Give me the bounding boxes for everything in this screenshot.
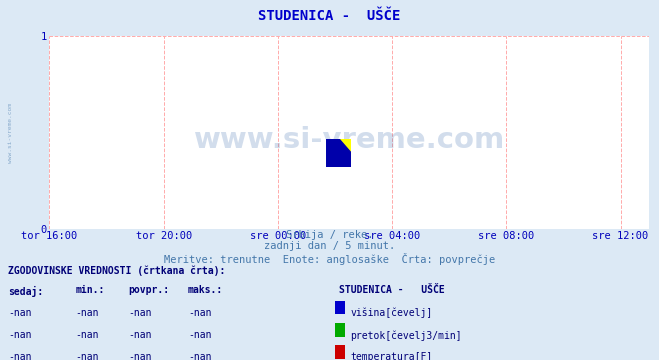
Text: zadnji dan / 5 minut.: zadnji dan / 5 minut.	[264, 241, 395, 251]
Text: -nan: -nan	[8, 330, 32, 340]
Text: STUDENICA -  UŠČE: STUDENICA - UŠČE	[258, 9, 401, 23]
Polygon shape	[326, 139, 351, 167]
Text: www.si-vreme.com: www.si-vreme.com	[194, 126, 505, 154]
Text: višina[čevelj]: višina[čevelj]	[351, 308, 433, 318]
Text: -nan: -nan	[76, 308, 100, 318]
Text: Meritve: trenutne  Enote: anglosaške  Črta: povprečje: Meritve: trenutne Enote: anglosaške Črta…	[164, 253, 495, 265]
Text: -nan: -nan	[188, 352, 212, 360]
Text: sedaj:: sedaj:	[8, 285, 43, 297]
Polygon shape	[339, 139, 351, 153]
Text: -nan: -nan	[8, 308, 32, 318]
Text: -nan: -nan	[8, 352, 32, 360]
Text: ZGODOVINSKE VREDNOSTI (črtkana črta):: ZGODOVINSKE VREDNOSTI (črtkana črta):	[8, 266, 225, 276]
Text: -nan: -nan	[76, 330, 100, 340]
Text: -nan: -nan	[76, 352, 100, 360]
Polygon shape	[326, 139, 351, 167]
Text: -nan: -nan	[129, 352, 152, 360]
Text: -nan: -nan	[188, 330, 212, 340]
Text: Srbija / reke.: Srbija / reke.	[286, 230, 373, 240]
Text: -nan: -nan	[129, 330, 152, 340]
Text: min.:: min.:	[76, 285, 105, 296]
Text: povpr.:: povpr.:	[129, 285, 169, 296]
Text: temperatura[F]: temperatura[F]	[351, 352, 433, 360]
Text: -nan: -nan	[129, 308, 152, 318]
Text: STUDENICA -   UŠČE: STUDENICA - UŠČE	[339, 285, 445, 296]
Text: pretok[čevelj3/min]: pretok[čevelj3/min]	[351, 330, 462, 341]
Text: -nan: -nan	[188, 308, 212, 318]
Text: maks.:: maks.:	[188, 285, 223, 296]
Text: www.si-vreme.com: www.si-vreme.com	[8, 103, 13, 163]
